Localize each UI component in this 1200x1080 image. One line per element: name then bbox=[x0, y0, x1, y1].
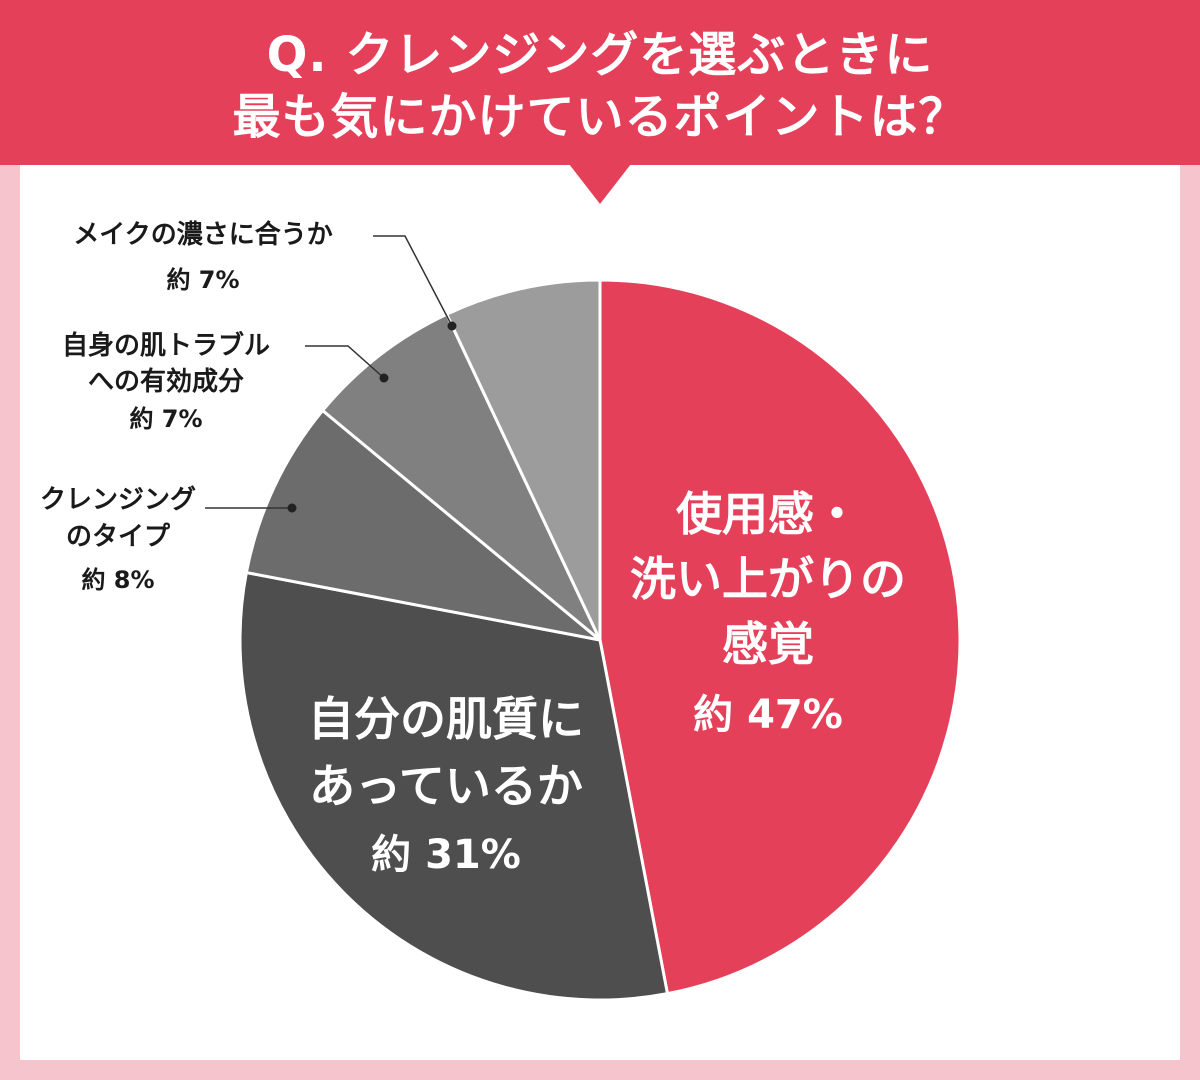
leader-dot-cleansing-type bbox=[287, 503, 297, 513]
callout-label-makeup-match-line-1: メイクの濃さに合うか bbox=[73, 219, 332, 250]
leader-dot-skin-trouble-ingredients bbox=[379, 373, 389, 383]
slice-label-usage-feel-line-3: 感覚 bbox=[722, 617, 814, 671]
pie-slice-skin-trouble-ingredients bbox=[321, 312, 602, 642]
leader-dot-makeup-match bbox=[447, 321, 457, 331]
slice-label-usage-feel-line-2: 洗い上がりの bbox=[630, 552, 906, 606]
callout-value-cleansing-type: 約 8% bbox=[81, 566, 154, 594]
pie-slice-usage-feel bbox=[598, 278, 962, 996]
slice-value-skin-type-match: 約 31% bbox=[371, 832, 521, 878]
slice-label-skin-type-match-line-2: あっているか bbox=[309, 759, 583, 813]
callout-label-cleansing-type-line-2: のタイプ bbox=[66, 522, 171, 552]
callout-value-skin-trouble-ingredients: 約 7% bbox=[129, 405, 202, 433]
slice-label-skin-type-match-line-1: 自分の肌質に bbox=[308, 692, 584, 746]
leader-line-makeup-match bbox=[373, 235, 453, 327]
pie-slice-makeup-match bbox=[445, 278, 602, 642]
pie-slice-cleansing-type bbox=[244, 409, 602, 642]
leader-line-skin-trouble-ingredients bbox=[305, 345, 385, 379]
callout-value-makeup-match: 約 7% bbox=[166, 266, 239, 294]
header-pointer bbox=[569, 164, 631, 204]
question-line-2: 最も気にかけているポイントは？ bbox=[232, 89, 968, 145]
slice-label-usage-feel-line-1: 使用感・ bbox=[676, 487, 860, 541]
callout-label-cleansing-type-line-1: クレンジング bbox=[40, 485, 196, 515]
question-title: Q. クレンジングを選ぶときに 最も気にかけているポイントは？ bbox=[0, 24, 1200, 148]
question-line-1: Q. クレンジングを選ぶときに bbox=[266, 27, 934, 83]
question-header bbox=[0, 0, 1200, 165]
callout-label-skin-trouble-ingredients-line-2: への有効成分 bbox=[88, 366, 244, 397]
pie-slice-skin-type-match bbox=[238, 571, 669, 1002]
callout-label-skin-trouble-ingredients-line-1: 自身の肌トラブル bbox=[62, 330, 270, 361]
slice-value-usage-feel: 約 47% bbox=[693, 692, 843, 738]
